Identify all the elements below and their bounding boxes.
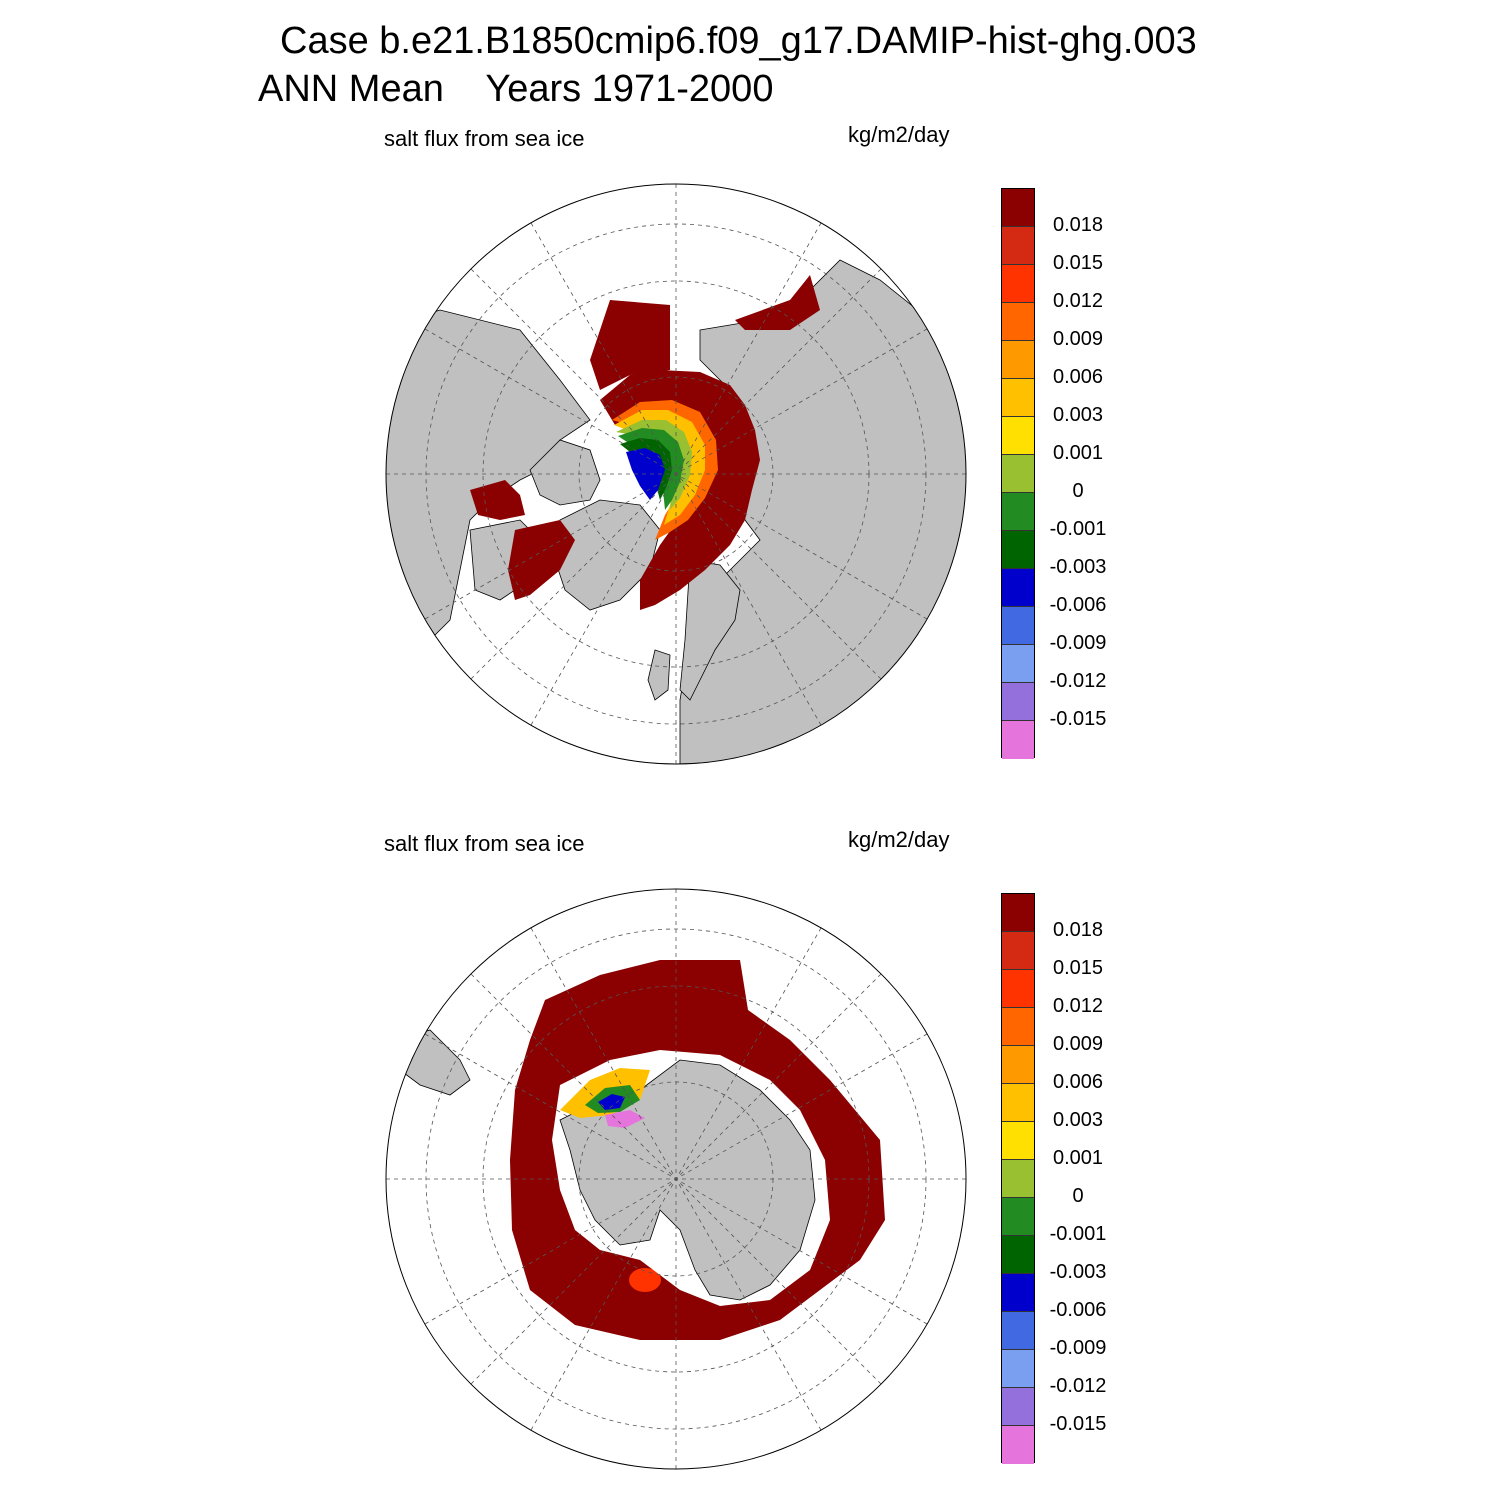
south-colorbar-swatch bbox=[1002, 1198, 1034, 1236]
south-colorbar-swatch bbox=[1002, 1046, 1034, 1084]
south-colorbar-swatch bbox=[1002, 1236, 1034, 1274]
north-colorbar-swatch bbox=[1002, 303, 1034, 341]
south-colorbar-tick-label: -0.012 bbox=[1049, 1375, 1107, 1397]
south-colorbar-swatch bbox=[1002, 1388, 1034, 1426]
north-colorbar-swatch bbox=[1002, 227, 1034, 265]
north-colorbar-swatch bbox=[1002, 265, 1034, 303]
south-colorbar-swatch bbox=[1002, 1274, 1034, 1312]
north-land-canadian-archipelago bbox=[529, 439, 601, 506]
north-colorbar-tick-label: -0.001 bbox=[1049, 518, 1107, 540]
north-panel-units-label: kg/m2/day bbox=[848, 122, 950, 147]
north-colorbar-tick-label: 0.009 bbox=[1052, 328, 1104, 350]
north-colorbar bbox=[1001, 188, 1035, 759]
north-panel-variable-label: salt flux from sea ice bbox=[384, 126, 585, 151]
south-colorbar-tick-label: 0 bbox=[1072, 1185, 1084, 1207]
figure-title-period: ANN Mean Years 1971-2000 bbox=[258, 68, 774, 110]
north-land-greenland bbox=[554, 499, 661, 611]
north-polar-map bbox=[385, 183, 967, 765]
south-colorbar-tick-label: 0.012 bbox=[1052, 995, 1104, 1017]
north-colorbar-tick-label: 0.003 bbox=[1052, 404, 1104, 426]
north-colorbar-tick-label: 0.006 bbox=[1052, 366, 1104, 388]
north-land-scandinavia bbox=[679, 559, 741, 701]
north-colorbar-swatch bbox=[1002, 721, 1034, 759]
south-colorbar-swatch bbox=[1002, 1008, 1034, 1046]
south-colorbar-tick-label: -0.009 bbox=[1049, 1337, 1107, 1359]
south-colorbar-swatch bbox=[1002, 1084, 1034, 1122]
south-flux-orange-patch bbox=[629, 1268, 661, 1292]
north-flux-dark-red-chukchi bbox=[590, 300, 670, 390]
north-colorbar-swatch bbox=[1002, 645, 1034, 683]
south-colorbar-tick-label: 0.003 bbox=[1052, 1109, 1104, 1131]
north-colorbar-tick-label: 0.012 bbox=[1052, 290, 1104, 312]
south-map-border bbox=[385, 888, 967, 1470]
north-colorbar-tick-label: -0.012 bbox=[1049, 670, 1107, 692]
south-flux-weddell-blue bbox=[598, 1094, 625, 1110]
north-colorbar-swatch bbox=[1002, 569, 1034, 607]
north-land-british-isles bbox=[647, 649, 671, 701]
south-colorbar-tick-label: 0.001 bbox=[1052, 1147, 1104, 1169]
north-colorbar-swatch bbox=[1002, 607, 1034, 645]
figure-title-case: Case b.e21.B1850cmip6.f09_g17.DAMIP-hist… bbox=[280, 20, 1197, 62]
south-colorbar-swatch bbox=[1002, 932, 1034, 970]
south-flux-weddell-pink bbox=[605, 1110, 645, 1128]
south-colorbar-swatch bbox=[1002, 1426, 1034, 1464]
south-graticule bbox=[386, 889, 966, 1469]
north-flux-dark-red-hudson bbox=[470, 480, 525, 520]
north-colorbar-swatch bbox=[1002, 341, 1034, 379]
south-panel-variable-label: salt flux from sea ice bbox=[384, 831, 585, 856]
north-colorbar-swatch bbox=[1002, 189, 1034, 227]
south-colorbar-tick-label: 0.015 bbox=[1052, 957, 1104, 979]
south-colorbar-swatch bbox=[1002, 1160, 1034, 1198]
south-colorbar-tick-label: -0.003 bbox=[1049, 1261, 1107, 1283]
north-colorbar-tick-label: -0.015 bbox=[1049, 708, 1107, 730]
south-colorbar-tick-label: 0.018 bbox=[1052, 919, 1104, 941]
south-colorbar-swatch bbox=[1002, 1350, 1034, 1388]
north-colorbar-tick-label: -0.006 bbox=[1049, 594, 1107, 616]
north-colorbar-tick-label: 0.001 bbox=[1052, 442, 1104, 464]
south-colorbar bbox=[1001, 893, 1035, 1464]
north-map-border bbox=[385, 183, 967, 765]
north-colorbar-swatch bbox=[1002, 531, 1034, 569]
north-colorbar-swatch bbox=[1002, 683, 1034, 721]
north-colorbar-swatch bbox=[1002, 493, 1034, 531]
north-graticule bbox=[386, 184, 966, 764]
south-panel-units-label: kg/m2/day bbox=[848, 827, 950, 852]
south-colorbar-tick-label: -0.015 bbox=[1049, 1413, 1107, 1435]
north-colorbar-swatch bbox=[1002, 417, 1034, 455]
north-flux-dark-red-bering bbox=[735, 275, 820, 330]
south-polar-map bbox=[385, 888, 967, 1470]
south-colorbar-tick-label: -0.006 bbox=[1049, 1299, 1107, 1321]
south-colorbar-tick-label: 0.009 bbox=[1052, 1033, 1104, 1055]
south-colorbar-swatch bbox=[1002, 1122, 1034, 1160]
south-colorbar-swatch bbox=[1002, 894, 1034, 932]
south-colorbar-tick-label: 0.006 bbox=[1052, 1071, 1104, 1093]
north-colorbar-swatch bbox=[1002, 379, 1034, 417]
south-colorbar-swatch bbox=[1002, 1312, 1034, 1350]
south-colorbar-swatch bbox=[1002, 970, 1034, 1008]
south-colorbar-tick-label: -0.001 bbox=[1049, 1223, 1107, 1245]
north-colorbar-tick-label: 0 bbox=[1072, 480, 1084, 502]
north-colorbar-tick-label: -0.003 bbox=[1049, 556, 1107, 578]
north-flux-dark-red-labrador bbox=[508, 520, 575, 600]
north-colorbar-tick-label: -0.009 bbox=[1049, 632, 1107, 654]
north-colorbar-swatch bbox=[1002, 455, 1034, 493]
north-colorbar-tick-label: 0.018 bbox=[1052, 214, 1104, 236]
north-colorbar-tick-label: 0.015 bbox=[1052, 252, 1104, 274]
